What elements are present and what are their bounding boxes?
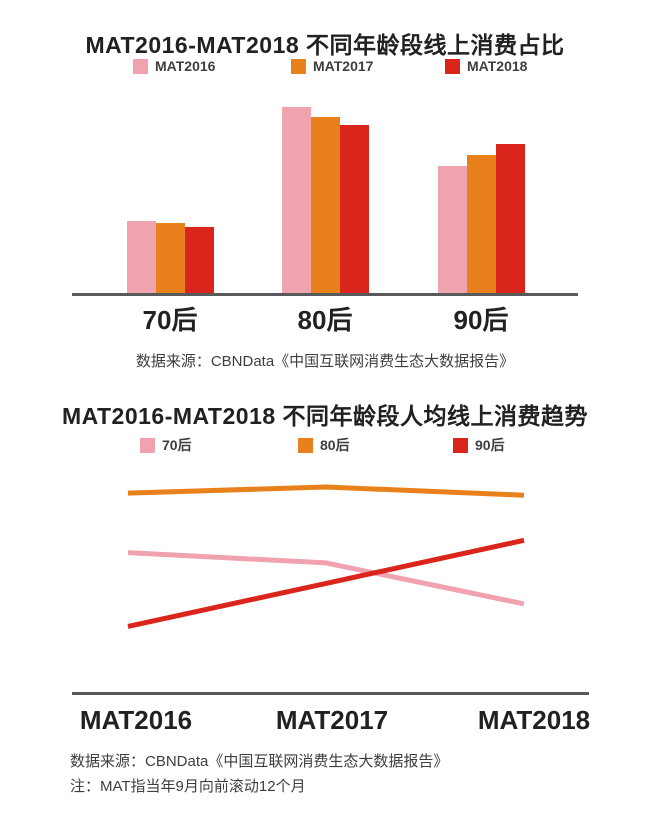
legend-item-MAT2017: MAT2017 bbox=[291, 59, 373, 74]
line-series-80后 bbox=[127, 484, 525, 498]
x-axis-label-MAT2017: MAT2017 bbox=[275, 705, 389, 735]
legend-item-90后: 90后 bbox=[453, 438, 505, 453]
legend-color-swatch-icon bbox=[140, 438, 155, 453]
bar-MAT2017-80后 bbox=[310, 117, 340, 293]
legend-label: 80后 bbox=[320, 437, 350, 453]
line-series-90后 bbox=[127, 537, 525, 629]
legend-color-swatch-icon bbox=[445, 59, 460, 74]
x-axis-label-MAT2016: MAT2016 bbox=[79, 705, 193, 735]
legend-item-70后: 70后 bbox=[140, 438, 192, 453]
category-label-80后: 80后 bbox=[297, 305, 353, 335]
bar-plot-area bbox=[72, 93, 578, 293]
chart1-title: MAT2016-MAT2018 不同年龄段线上消费占比 bbox=[85, 32, 565, 58]
legend-item-MAT2016: MAT2016 bbox=[133, 59, 215, 74]
bar-MAT2018-80后 bbox=[339, 125, 369, 293]
category-label-70后: 70后 bbox=[142, 305, 198, 335]
bar-MAT2016-80后 bbox=[281, 107, 311, 293]
bar-MAT2016-90后 bbox=[437, 166, 467, 293]
chart2-note-text: 注：MAT指当年9月向前滚动12个月 bbox=[70, 778, 306, 795]
chart2-source-text: 数据来源：CBNData《中国互联网消费生态大数据报告》 bbox=[70, 753, 449, 770]
legend-label: MAT2018 bbox=[467, 58, 528, 74]
legend-color-swatch-icon bbox=[133, 59, 148, 74]
legend-color-swatch-icon bbox=[298, 438, 313, 453]
legend-label: 90后 bbox=[475, 437, 505, 453]
chart2-title: MAT2016-MAT2018 不同年龄段人均线上消费趋势 bbox=[61, 403, 589, 429]
legend-label: MAT2017 bbox=[313, 58, 374, 74]
chart1-x-axis-line bbox=[72, 293, 578, 296]
chart1-legend: MAT2016 MAT2017 MAT2018 bbox=[0, 59, 650, 79]
bar-MAT2018-90后 bbox=[495, 144, 525, 293]
legend-item-80后: 80后 bbox=[298, 438, 350, 453]
legend-label: 70后 bbox=[162, 437, 192, 453]
legend-item-MAT2018: MAT2018 bbox=[445, 59, 527, 74]
chart1-source-text: 数据来源：CBNData《中国互联网消费生态大数据报告》 bbox=[135, 353, 515, 370]
chart2-legend: 70后 80后 90后 bbox=[0, 438, 650, 458]
bar-MAT2018-70后 bbox=[184, 227, 214, 293]
bar-MAT2017-90后 bbox=[466, 155, 496, 293]
bar-MAT2017-70后 bbox=[155, 223, 185, 293]
category-label-90后: 90后 bbox=[453, 305, 509, 335]
legend-color-swatch-icon bbox=[291, 59, 306, 74]
bar-MAT2016-70后 bbox=[126, 221, 156, 293]
chart2-x-axis-line bbox=[72, 692, 589, 695]
legend-color-swatch-icon bbox=[453, 438, 468, 453]
x-axis-label-MAT2018: MAT2018 bbox=[477, 705, 591, 735]
line-series-70后 bbox=[127, 550, 525, 607]
legend-label: MAT2016 bbox=[155, 58, 216, 74]
